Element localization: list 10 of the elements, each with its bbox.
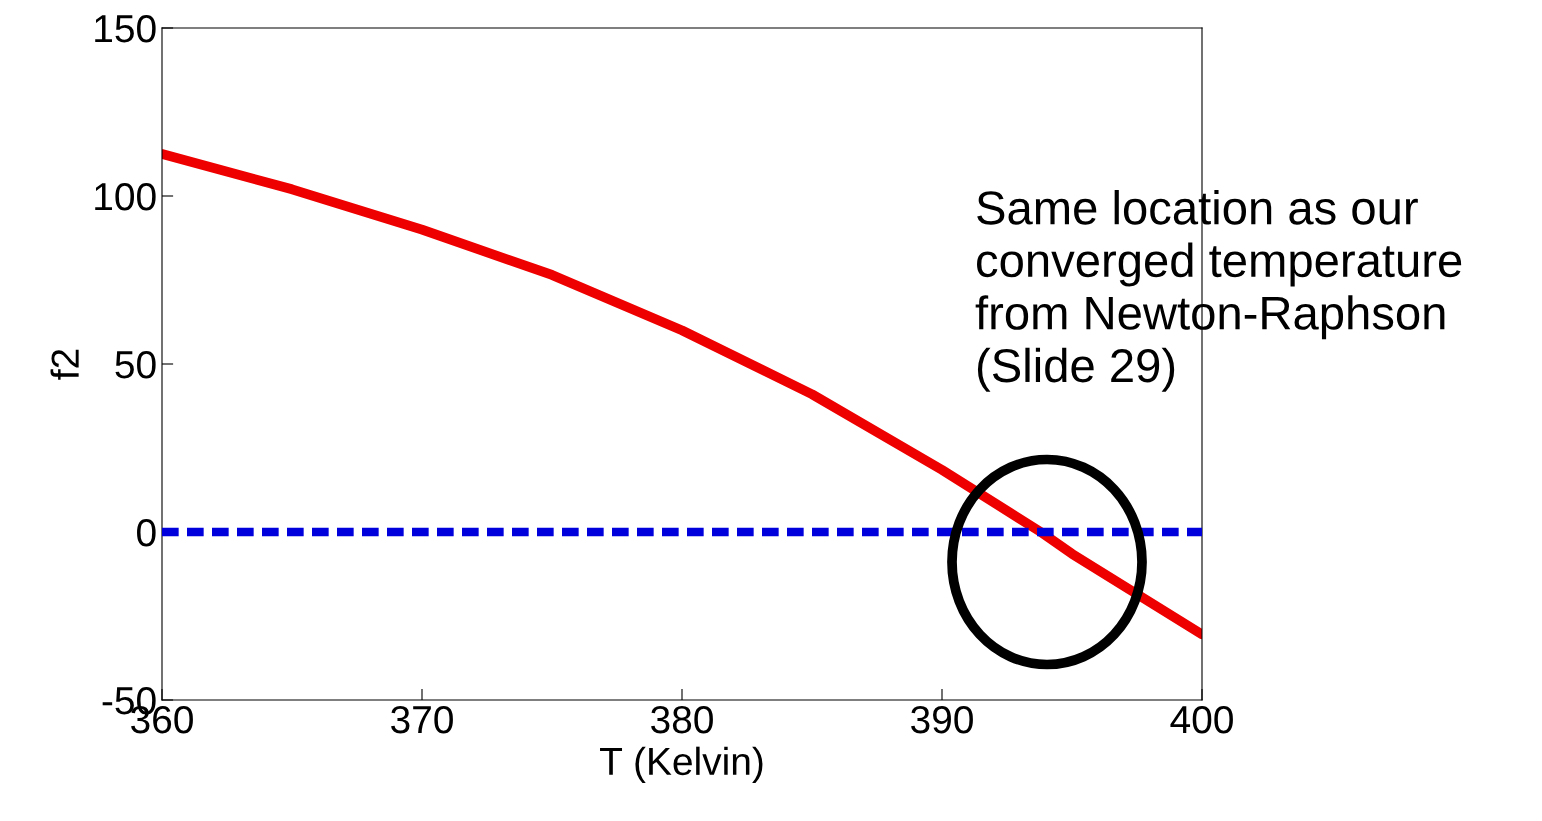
y-tick-label: 100: [95, 182, 156, 211]
y-axis-title: f2: [50, 349, 79, 380]
y-tick-label: 0: [137, 518, 156, 547]
x-tick-label: 400: [1170, 705, 1233, 734]
x-axis-title: T (Kelvin): [600, 746, 763, 783]
x-tick-label: 370: [391, 705, 453, 734]
y-tick-label: 150: [95, 14, 156, 43]
x-tick-label: 390: [911, 705, 973, 734]
x-tick-label: 380: [651, 705, 713, 734]
y-tick-label: 50: [115, 350, 156, 379]
